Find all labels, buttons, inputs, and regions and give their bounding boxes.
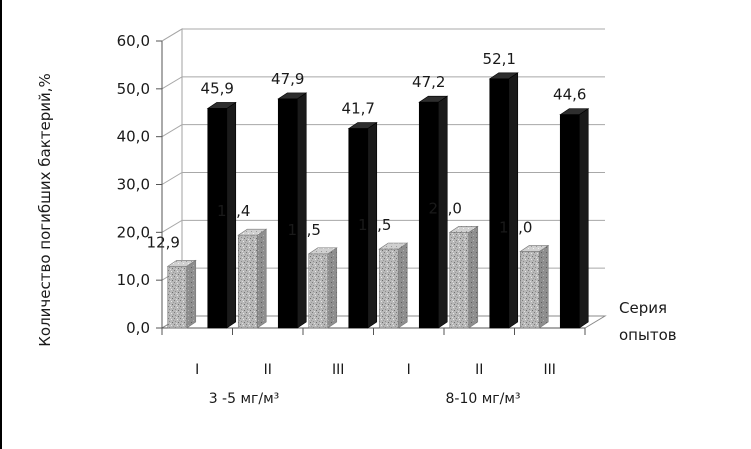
group-label-1: 3 -5 мг/м³ [209, 391, 280, 407]
left-border-line [0, 0, 2, 449]
bar-series-1 [519, 244, 550, 329]
gridline [161, 28, 605, 42]
bar-series-2 [418, 95, 449, 329]
y-axis-label: Количество погибших бактерий,% [36, 73, 54, 347]
bar-series-1 [448, 225, 479, 329]
bar-series-1 [237, 228, 268, 329]
bar-front [489, 78, 510, 329]
data-label: 41,7 [342, 100, 375, 118]
bar-side [468, 225, 479, 329]
bar-front [277, 98, 298, 329]
bar-front [418, 101, 439, 329]
bar-front [237, 234, 258, 329]
gridline [161, 124, 605, 138]
axis-text: Количество погибших бактерий,% Серия опы… [36, 73, 677, 407]
y-tick-label: 30,0 [117, 176, 150, 194]
bar-series-2 [206, 101, 237, 329]
group-label-2: 8-10 мг/м³ [445, 391, 520, 407]
bar-series-1 [166, 259, 197, 329]
bars [166, 72, 590, 329]
bar-side [397, 242, 408, 329]
data-label: 44,6 [553, 86, 586, 104]
gridline [161, 219, 605, 233]
y-tick-label: 0,0 [126, 319, 150, 337]
data-label: 16,5 [358, 216, 391, 234]
bar-side [186, 259, 197, 329]
x-category-label: II [264, 362, 272, 378]
y-tick-label: 10,0 [117, 271, 150, 289]
x-axis-label-line2: опытов [619, 326, 677, 344]
data-label: 15,5 [288, 221, 321, 239]
bar-front [167, 265, 188, 329]
data-label: 47,2 [412, 73, 445, 91]
bar-side [327, 247, 338, 329]
bar-series-2 [559, 108, 590, 329]
bar-series-1 [307, 247, 338, 329]
bar-front [308, 253, 329, 329]
data-label: 52,1 [483, 50, 516, 68]
x-category-label: III [544, 362, 556, 378]
axes: 0,010,020,030,040,050,060,0I II III I II III [117, 32, 586, 378]
data-label: 20,0 [429, 199, 462, 217]
data-label: 47,9 [271, 70, 304, 88]
x-category-label: II [475, 362, 483, 378]
data-label: 16,0 [499, 218, 532, 236]
bar-front [207, 108, 228, 329]
x-category-label: I [195, 362, 199, 378]
y-tick-label: 50,0 [117, 80, 150, 98]
x-category-label: I [407, 362, 411, 378]
bar-front [519, 251, 540, 329]
x-category-label: III [332, 362, 344, 378]
bar-front [378, 248, 399, 329]
bar-side [538, 244, 549, 329]
data-label: 45,9 [201, 79, 234, 97]
bar-series-1 [378, 242, 409, 329]
data-label: 12,9 [147, 233, 180, 251]
y-tick-label: 40,0 [117, 128, 150, 146]
gridline [161, 76, 605, 90]
bar-front [348, 128, 369, 329]
y-tick-label: 60,0 [117, 32, 150, 50]
data-labels: 12,9 19,4 15,5 16,5 20,0 16,0 45,9 47,9 41,7 47,2… [147, 50, 587, 252]
bar-side [256, 228, 267, 329]
bar-series-2 [347, 121, 378, 329]
y-tick-label: 20,0 [117, 223, 150, 241]
gridline [161, 172, 605, 185]
bar-front [449, 232, 470, 329]
bar-front [559, 114, 580, 329]
bar-side [578, 108, 589, 329]
bar-side [508, 72, 519, 329]
bar-series-2 [277, 92, 308, 329]
data-label: 19,4 [217, 202, 250, 220]
x-axis-label-line1: Серия [619, 299, 667, 317]
bar-side [296, 92, 307, 329]
bar-series-2 [488, 72, 519, 329]
